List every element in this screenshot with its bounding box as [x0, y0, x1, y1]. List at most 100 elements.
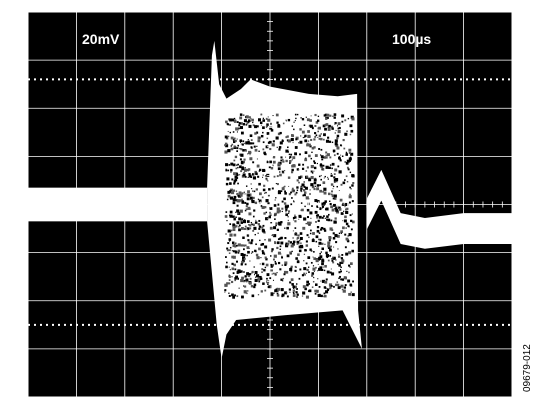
- noise-speckle: [226, 177, 230, 181]
- noise-speckle: [310, 176, 314, 180]
- noise-speckle: [262, 148, 265, 151]
- noise-speckle: [313, 251, 315, 253]
- noise-speckle: [225, 168, 227, 170]
- noise-speckle: [342, 181, 346, 185]
- noise-speckle: [231, 241, 235, 244]
- noise-speckle: [237, 182, 239, 185]
- noise-speckle: [238, 199, 242, 203]
- noise-speckle: [231, 143, 234, 146]
- noise-speckle: [297, 234, 300, 237]
- noise-speckle: [296, 243, 299, 245]
- noise-speckle: [250, 117, 252, 119]
- noise-speckle: [266, 133, 268, 135]
- noise-speckle: [351, 117, 355, 121]
- noise-speckle: [240, 143, 242, 145]
- noise-speckle: [230, 171, 232, 173]
- noise-speckle: [305, 249, 307, 252]
- noise-speckle: [348, 233, 352, 237]
- noise-speckle: [297, 253, 300, 256]
- noise-speckle: [324, 113, 328, 117]
- noise-speckle: [270, 265, 273, 268]
- noise-speckle: [346, 166, 349, 169]
- noise-speckle: [240, 131, 244, 135]
- noise-speckle: [320, 174, 322, 177]
- noise-speckle: [235, 244, 238, 247]
- noise-speckle: [240, 221, 243, 224]
- noise-speckle: [329, 200, 331, 202]
- noise-speckle: [293, 121, 295, 123]
- noise-speckle: [295, 232, 297, 234]
- noise-speckle: [351, 220, 355, 224]
- noise-speckle: [227, 229, 231, 233]
- noise-speckle: [270, 250, 273, 253]
- noise-speckle: [229, 188, 233, 192]
- noise-speckle: [348, 264, 351, 267]
- noise-speckle: [236, 121, 239, 124]
- noise-speckle: [268, 285, 272, 289]
- noise-speckle: [310, 261, 313, 264]
- noise-speckle: [304, 274, 306, 276]
- noise-speckle: [300, 242, 302, 244]
- noise-speckle: [338, 126, 341, 130]
- noise-speckle: [344, 233, 347, 236]
- noise-speckle: [283, 169, 286, 172]
- noise-speckle: [235, 275, 239, 279]
- noise-speckle: [349, 193, 351, 195]
- noise-speckle: [274, 272, 277, 275]
- noise-speckle: [252, 142, 255, 145]
- noise-speckle: [281, 139, 284, 143]
- noise-speckle: [335, 210, 340, 214]
- noise-speckle: [295, 191, 298, 194]
- noise-speckle: [346, 152, 348, 154]
- noise-speckle: [324, 200, 327, 203]
- noise-speckle: [322, 164, 325, 167]
- noise-speckle: [281, 256, 284, 259]
- noise-speckle: [316, 162, 318, 165]
- noise-speckle: [282, 122, 285, 125]
- noise-speckle: [270, 222, 273, 224]
- noise-speckle: [263, 269, 266, 272]
- noise-speckle: [290, 267, 292, 269]
- noise-speckle: [255, 219, 257, 221]
- noise-speckle: [264, 206, 267, 209]
- noise-speckle: [339, 144, 342, 147]
- noise-speckle: [262, 188, 266, 192]
- noise-speckle: [280, 243, 282, 245]
- noise-speckle: [318, 175, 321, 178]
- noise-speckle: [319, 165, 321, 167]
- noise-speckle: [337, 248, 339, 250]
- noise-speckle: [342, 138, 345, 142]
- noise-speckle: [237, 166, 239, 169]
- noise-speckle: [239, 113, 243, 116]
- noise-speckle: [333, 176, 336, 179]
- noise-speckle: [280, 253, 282, 255]
- noise-speckle: [262, 282, 265, 285]
- noise-speckle: [285, 213, 288, 217]
- noise-speckle: [255, 172, 258, 176]
- noise-speckle: [244, 201, 247, 204]
- noise-speckle: [234, 139, 237, 143]
- noise-speckle: [296, 240, 300, 244]
- noise-speckle: [336, 125, 339, 127]
- noise-speckle: [233, 180, 237, 183]
- noise-speckle: [287, 210, 291, 213]
- noise-speckle: [246, 220, 250, 223]
- noise-speckle: [224, 289, 227, 292]
- noise-speckle: [318, 285, 321, 288]
- noise-speckle: [229, 190, 232, 193]
- noise-speckle: [233, 159, 236, 162]
- noise-speckle: [238, 194, 242, 198]
- noise-speckle: [253, 285, 256, 289]
- noise-speckle: [342, 220, 344, 222]
- noise-speckle: [246, 246, 250, 250]
- noise-speckle: [245, 278, 249, 282]
- noise-speckle: [255, 243, 257, 246]
- noise-speckle: [235, 225, 238, 228]
- noise-speckle: [246, 122, 249, 125]
- graticule-ticks: [27, 11, 513, 398]
- noise-speckle: [318, 245, 320, 247]
- noise-speckle: [304, 158, 308, 162]
- noise-speckle: [245, 123, 248, 126]
- noise-speckle: [303, 259, 305, 262]
- noise-speckle: [241, 192, 244, 195]
